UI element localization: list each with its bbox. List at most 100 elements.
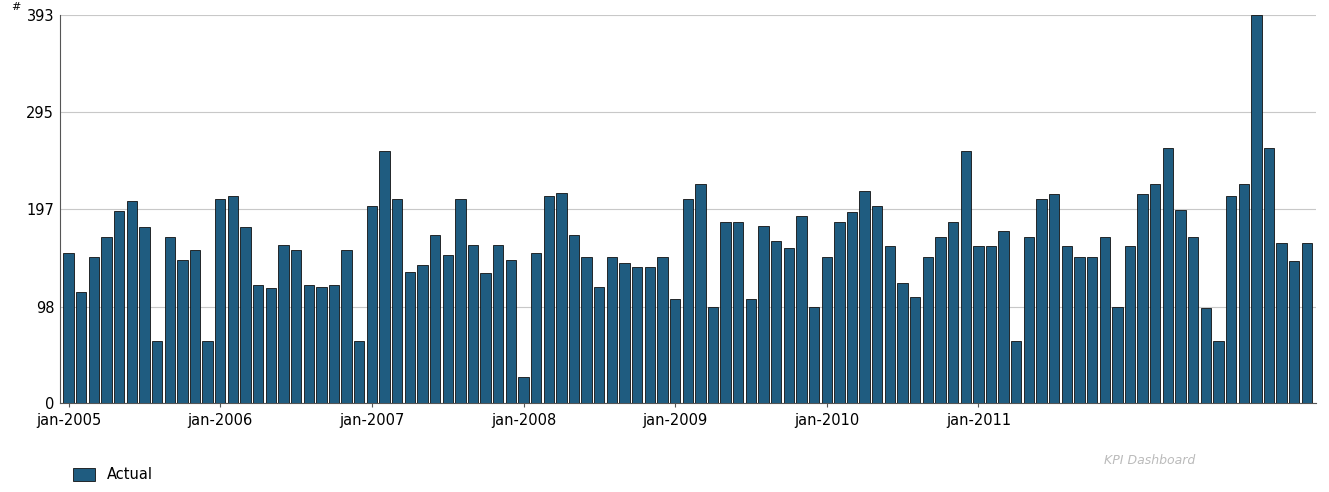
Bar <box>1099 237 1110 403</box>
Bar <box>152 341 162 403</box>
Bar <box>532 253 541 403</box>
Bar <box>835 222 844 403</box>
Bar <box>809 307 819 403</box>
Bar <box>683 199 692 403</box>
Bar <box>922 257 933 403</box>
Bar <box>392 199 403 403</box>
Bar <box>658 257 667 403</box>
Bar <box>177 260 187 403</box>
Bar <box>594 287 605 403</box>
Bar <box>278 245 288 403</box>
Bar <box>404 272 415 403</box>
Bar <box>885 246 896 403</box>
Bar <box>190 250 201 403</box>
Bar <box>670 299 680 403</box>
Bar <box>734 222 743 403</box>
Bar <box>227 196 238 403</box>
Legend: Actual: Actual <box>66 461 158 488</box>
Bar <box>1138 194 1148 403</box>
Bar <box>796 215 807 403</box>
Bar <box>759 226 768 403</box>
Bar <box>998 231 1009 403</box>
Bar <box>569 235 579 403</box>
Bar <box>342 250 352 403</box>
Bar <box>367 206 377 403</box>
Bar <box>493 245 504 403</box>
Bar <box>328 285 339 403</box>
Bar <box>354 341 364 403</box>
Bar <box>101 237 112 403</box>
Bar <box>64 253 74 403</box>
Bar <box>1251 15 1261 403</box>
Bar <box>860 191 869 403</box>
Bar <box>1087 257 1098 403</box>
Text: #: # <box>12 2 21 12</box>
Bar <box>76 292 86 403</box>
Bar <box>746 299 756 403</box>
Bar <box>140 227 150 403</box>
Bar <box>291 250 302 403</box>
Bar <box>645 267 655 403</box>
Bar <box>253 285 263 403</box>
Bar <box>429 235 440 403</box>
Bar <box>1175 210 1185 403</box>
Bar <box>1074 257 1084 403</box>
Bar <box>468 245 478 403</box>
Bar <box>708 307 718 403</box>
Bar <box>695 184 706 403</box>
Bar <box>1200 308 1211 403</box>
Bar <box>443 255 453 403</box>
Bar <box>582 257 591 403</box>
Bar <box>1112 307 1123 403</box>
Bar <box>114 211 125 403</box>
Bar <box>215 199 226 403</box>
Bar <box>303 285 314 403</box>
Bar <box>986 246 997 403</box>
Bar <box>619 263 630 403</box>
Bar <box>379 151 389 403</box>
Bar <box>1289 261 1300 403</box>
Bar <box>1239 184 1249 403</box>
Bar <box>1037 199 1047 403</box>
Bar <box>1213 341 1224 403</box>
Bar <box>1023 237 1034 403</box>
Bar <box>1188 237 1199 403</box>
Bar <box>872 206 882 403</box>
Bar <box>936 237 946 403</box>
Bar <box>1049 194 1059 403</box>
Bar <box>1124 246 1135 403</box>
Bar <box>202 341 213 403</box>
Bar <box>1301 243 1312 403</box>
Bar <box>948 222 958 403</box>
Bar <box>518 377 529 403</box>
Bar <box>1225 196 1236 403</box>
Bar <box>771 241 781 403</box>
Bar <box>544 196 554 403</box>
Bar <box>633 267 642 403</box>
Bar <box>1264 148 1275 403</box>
Text: KPI Dashboard: KPI Dashboard <box>1104 455 1195 467</box>
Bar <box>821 257 832 403</box>
Bar <box>89 257 100 403</box>
Bar <box>720 222 731 403</box>
Bar <box>607 257 617 403</box>
Bar <box>165 237 175 403</box>
Bar <box>455 199 465 403</box>
Bar <box>126 201 137 403</box>
Bar <box>961 151 971 403</box>
Bar <box>1150 184 1160 403</box>
Bar <box>1062 246 1073 403</box>
Bar <box>1276 243 1286 403</box>
Bar <box>241 227 251 403</box>
Bar <box>1163 148 1174 403</box>
Bar <box>1011 341 1022 403</box>
Bar <box>557 193 566 403</box>
Bar <box>316 287 327 403</box>
Bar <box>897 283 908 403</box>
Bar <box>266 288 276 403</box>
Bar <box>847 212 857 403</box>
Bar <box>910 297 921 403</box>
Bar <box>417 265 428 403</box>
Bar <box>480 273 490 403</box>
Bar <box>784 248 793 403</box>
